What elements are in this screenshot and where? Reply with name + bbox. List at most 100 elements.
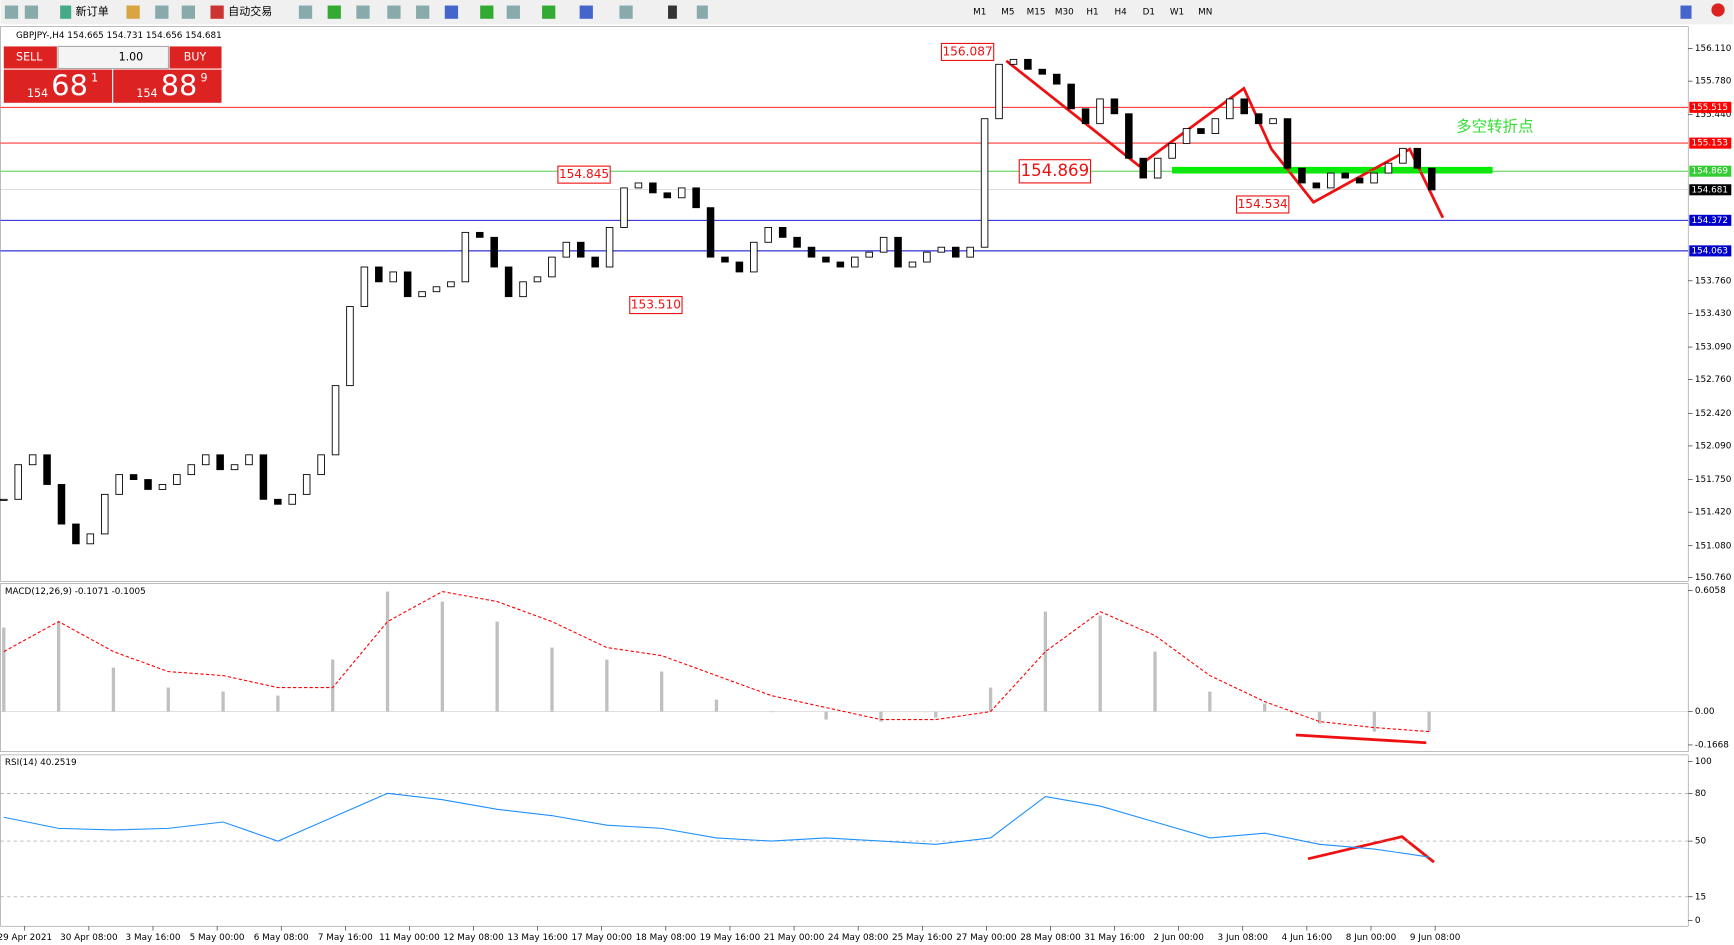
timeframe-button[interactable]: D1 bbox=[1143, 8, 1155, 18]
x-tick-label: 30 Apr 08:00 bbox=[60, 933, 118, 943]
macd-bar bbox=[440, 601, 445, 712]
candle bbox=[115, 474, 123, 495]
candle bbox=[1226, 98, 1234, 120]
candle bbox=[490, 236, 498, 268]
macd-bar bbox=[1427, 711, 1431, 732]
timeframe-button[interactable]: H4 bbox=[1115, 8, 1128, 18]
candle bbox=[173, 474, 181, 485]
candle bbox=[1269, 118, 1277, 125]
candle bbox=[995, 63, 1003, 120]
candle bbox=[951, 246, 960, 258]
candle bbox=[937, 246, 946, 253]
candle bbox=[980, 118, 989, 248]
x-tick-label: 25 May 16:00 bbox=[892, 933, 953, 943]
macd-bar bbox=[1317, 711, 1322, 724]
candle bbox=[57, 484, 66, 525]
x-tick-label: 27 May 00:00 bbox=[956, 933, 1017, 943]
candle bbox=[519, 281, 527, 298]
rsi-line bbox=[3, 792, 1430, 858]
candle bbox=[591, 256, 599, 268]
macd-bar bbox=[1153, 651, 1157, 712]
buy-label: BUY bbox=[184, 50, 207, 63]
new-order-button[interactable]: 新订单 bbox=[76, 4, 109, 18]
candle bbox=[894, 236, 902, 268]
candle bbox=[129, 474, 138, 480]
candle bbox=[793, 236, 801, 248]
macd-bar bbox=[111, 667, 116, 712]
candle bbox=[403, 271, 412, 298]
candle bbox=[1327, 172, 1335, 189]
buy-prefix: 154 bbox=[136, 87, 157, 100]
candle bbox=[476, 231, 484, 238]
candle bbox=[1125, 113, 1133, 159]
macd-bar bbox=[1043, 611, 1048, 712]
candle bbox=[533, 276, 542, 283]
price-tag bbox=[1689, 137, 1732, 149]
timeframe-button[interactable]: H1 bbox=[1086, 8, 1098, 18]
buy-big: 88 bbox=[161, 68, 198, 102]
x-tick-label: 11 May 00:00 bbox=[379, 933, 440, 943]
timeframe-button[interactable]: M5 bbox=[1001, 8, 1014, 18]
annotation: 多空转折点 bbox=[1456, 118, 1533, 136]
candle bbox=[418, 291, 426, 298]
sell-button[interactable] bbox=[3, 46, 57, 69]
y-tick-label: 156.110 bbox=[1695, 44, 1732, 54]
y-tick-label: 80 bbox=[1695, 789, 1707, 799]
timeframe-button[interactable]: MN bbox=[1198, 8, 1212, 18]
candle bbox=[1182, 128, 1191, 144]
candle bbox=[86, 533, 95, 545]
candle bbox=[620, 187, 628, 228]
macd-bar bbox=[879, 711, 883, 722]
candle bbox=[1399, 147, 1407, 164]
x-tick-label: 18 May 08:00 bbox=[636, 933, 697, 943]
macd-bar bbox=[659, 671, 664, 712]
annotation-box bbox=[557, 165, 611, 184]
candle bbox=[1211, 118, 1220, 134]
candle bbox=[966, 246, 974, 258]
annotation: 154.845 bbox=[559, 167, 609, 181]
macd-bar bbox=[769, 711, 773, 713]
timeframe-button[interactable]: M30 bbox=[1055, 8, 1074, 18]
candle bbox=[1240, 98, 1248, 115]
buy-button[interactable] bbox=[169, 46, 222, 69]
timeframe-button[interactable]: W1 bbox=[1170, 8, 1184, 18]
y-tick-label: 0.00 bbox=[1695, 707, 1715, 717]
candle bbox=[28, 454, 37, 466]
macd-signal bbox=[3, 591, 1430, 733]
lot-value: 1.00 bbox=[119, 50, 144, 63]
candle bbox=[14, 464, 22, 500]
y-tick-label: 152.090 bbox=[1695, 441, 1732, 451]
candle bbox=[1413, 147, 1422, 169]
macd-bar bbox=[605, 659, 609, 712]
support-band bbox=[1172, 166, 1493, 174]
macd-bar bbox=[495, 621, 499, 712]
candle bbox=[605, 227, 614, 268]
toolbar-bg bbox=[0, 0, 1734, 25]
y-tick-label: 100 bbox=[1695, 757, 1712, 767]
x-tick-label: 21 May 00:00 bbox=[764, 933, 825, 943]
timeframe-button[interactable]: M1 bbox=[973, 8, 986, 18]
candle bbox=[317, 454, 325, 476]
candle bbox=[1081, 108, 1090, 125]
candle bbox=[1067, 83, 1075, 110]
candle bbox=[1355, 177, 1364, 184]
candle bbox=[100, 493, 109, 535]
candle bbox=[562, 241, 571, 258]
candle bbox=[1139, 157, 1148, 179]
macd-bar bbox=[385, 591, 390, 712]
candle bbox=[851, 256, 859, 268]
lot-input[interactable] bbox=[57, 45, 170, 70]
y-tick-label: 0 bbox=[1695, 916, 1701, 926]
candle bbox=[43, 454, 51, 485]
x-tick-label: 13 May 16:00 bbox=[507, 933, 568, 943]
rsi-panel bbox=[0, 754, 1689, 927]
x-tick-label: 3 May 16:00 bbox=[126, 933, 181, 943]
macd-panel bbox=[0, 583, 1689, 752]
candle bbox=[1312, 182, 1321, 189]
candle bbox=[1110, 98, 1119, 115]
timeframe-button[interactable]: M15 bbox=[1027, 8, 1046, 18]
candle bbox=[1009, 58, 1018, 65]
sell-prefix: 154 bbox=[27, 87, 48, 100]
x-tick-label: 28 May 08:00 bbox=[1020, 933, 1081, 943]
auto-trading-button[interactable]: 自动交易 bbox=[228, 4, 272, 18]
